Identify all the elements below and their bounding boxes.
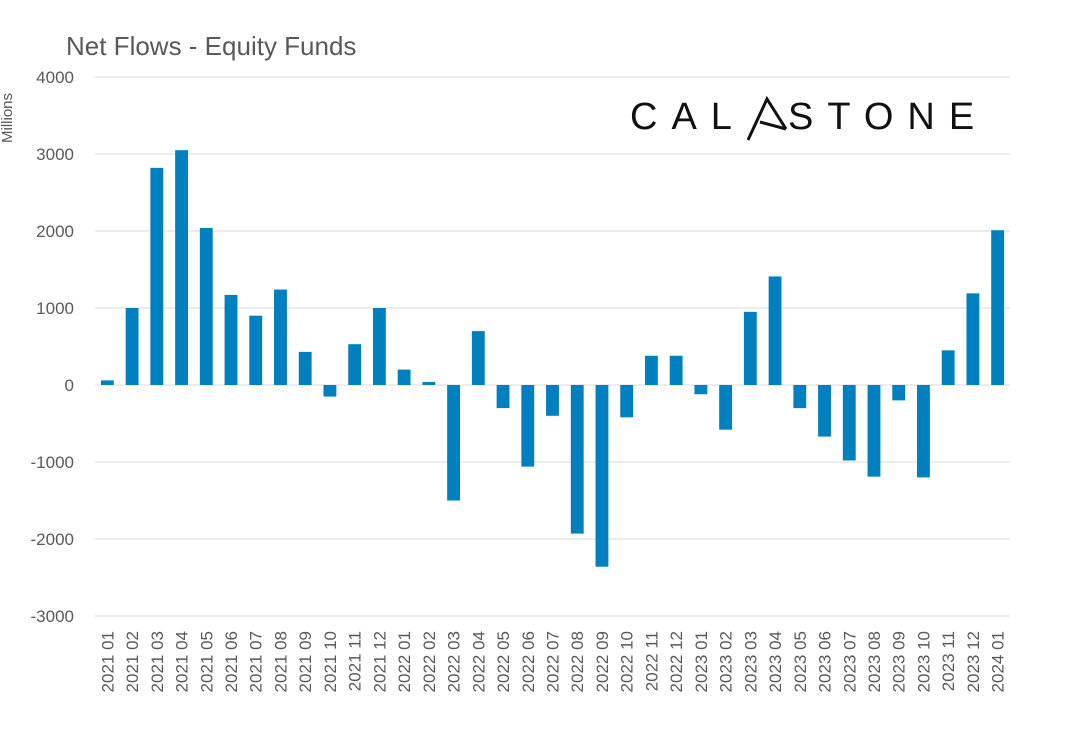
bar	[175, 150, 188, 385]
bar	[867, 385, 881, 477]
bar	[298, 351, 312, 385]
bar	[471, 331, 485, 385]
bar	[743, 311, 757, 385]
x-tick-label: 2023 07	[840, 631, 859, 692]
y-tick-label: -2000	[31, 530, 74, 549]
bar	[842, 385, 856, 461]
x-tick-label: 2021 11	[346, 631, 365, 691]
calastone-logo: CAL STONE	[630, 95, 988, 141]
bar	[570, 385, 584, 534]
x-tick-label: 2021 09	[296, 631, 315, 692]
bar	[941, 350, 955, 385]
bar	[917, 385, 930, 478]
x-tick-label: 2024 01	[989, 631, 1008, 692]
x-tick-label: 2023 06	[816, 631, 835, 692]
logo-text-right: STONE	[788, 96, 988, 138]
bar	[323, 385, 337, 397]
bar	[991, 230, 1005, 385]
x-tick-label: 2023 03	[741, 631, 760, 692]
bar	[719, 385, 733, 430]
bar	[521, 385, 535, 467]
x-tick-label: 2021 07	[247, 631, 266, 692]
x-tick-label: 2022 06	[519, 631, 538, 692]
x-tick-label: 2021 01	[98, 631, 117, 692]
x-tick-label: 2021 10	[321, 631, 340, 692]
x-tick-label: 2021 06	[222, 631, 241, 692]
x-tick-label: 2022 08	[568, 631, 587, 692]
bar	[966, 293, 980, 385]
bar	[694, 385, 708, 395]
bar	[496, 385, 510, 409]
x-tick-label: 2022 09	[593, 631, 612, 692]
bar	[595, 385, 609, 567]
bar	[422, 381, 436, 385]
bar	[644, 355, 658, 385]
logo-text-left: CAL	[630, 96, 746, 138]
y-tick-label: 0	[65, 376, 74, 395]
bar	[768, 276, 782, 385]
chart-title: Net Flows - Equity Funds	[66, 31, 356, 61]
y-tick-label: -1000	[31, 453, 74, 472]
bar	[818, 385, 831, 437]
x-tick-label: 2021 03	[148, 631, 167, 692]
x-tick-label: 2022 03	[445, 631, 464, 692]
bar	[793, 385, 807, 409]
bar	[274, 289, 287, 385]
bar	[100, 380, 114, 385]
x-tick-label: 2021 12	[370, 631, 389, 692]
x-tick-label: 2022 05	[494, 631, 513, 692]
bars	[100, 150, 1005, 567]
y-tick-label: 3000	[36, 145, 74, 164]
bar	[892, 385, 906, 401]
x-tick-label: 2023 11	[939, 631, 958, 691]
x-tick-label: 2023 08	[865, 631, 884, 692]
x-tick-label: 2021 02	[123, 631, 142, 692]
x-tick-label: 2023 12	[964, 631, 983, 692]
x-tick-label: 2022 07	[544, 631, 563, 692]
y-tick-label: -3000	[31, 607, 74, 626]
x-tick-label: 2021 04	[173, 631, 192, 692]
x-tick-label: 2022 10	[618, 631, 637, 692]
bar	[199, 227, 213, 385]
x-tick-label: 2021 05	[197, 631, 216, 692]
x-tick-label: 2022 12	[667, 631, 686, 692]
bar	[224, 294, 238, 385]
bar	[620, 385, 634, 418]
y-tick-label: 4000	[36, 68, 74, 87]
x-tick-label: 2023 10	[914, 631, 933, 692]
x-tick-label: 2021 08	[271, 631, 290, 692]
y-tick-label: 1000	[36, 299, 74, 318]
x-tick-label: 2022 02	[420, 631, 439, 692]
bar	[669, 355, 683, 385]
y-axis-ticks: 4000 3000 2000 1000 0 -1000 -2000 -3000	[31, 68, 74, 626]
x-tick-label: 2023 04	[766, 631, 785, 692]
x-tick-label: 2023 02	[717, 631, 736, 692]
bar	[372, 308, 386, 385]
bar	[348, 344, 362, 385]
x-tick-label: 2023 05	[791, 631, 810, 692]
bar	[546, 385, 559, 416]
x-tick-label: 2022 11	[642, 631, 661, 691]
bar	[249, 315, 263, 385]
bar	[397, 369, 411, 385]
x-tick-label: 2022 01	[395, 631, 414, 692]
bar	[150, 167, 164, 385]
y-tick-label: 2000	[36, 222, 74, 241]
bar	[125, 308, 139, 385]
x-tick-label: 2022 04	[469, 631, 488, 692]
x-tick-label: 2023 09	[890, 631, 909, 692]
x-tick-label: 2023 01	[692, 631, 711, 692]
x-axis-ticks: 2021 01 2021 02 2021 03 2021 04 2021 05 2021 …	[98, 631, 1007, 692]
y-axis-label: Millions	[0, 93, 16, 143]
logo-arrow-icon	[746, 95, 788, 141]
bar	[447, 385, 461, 501]
